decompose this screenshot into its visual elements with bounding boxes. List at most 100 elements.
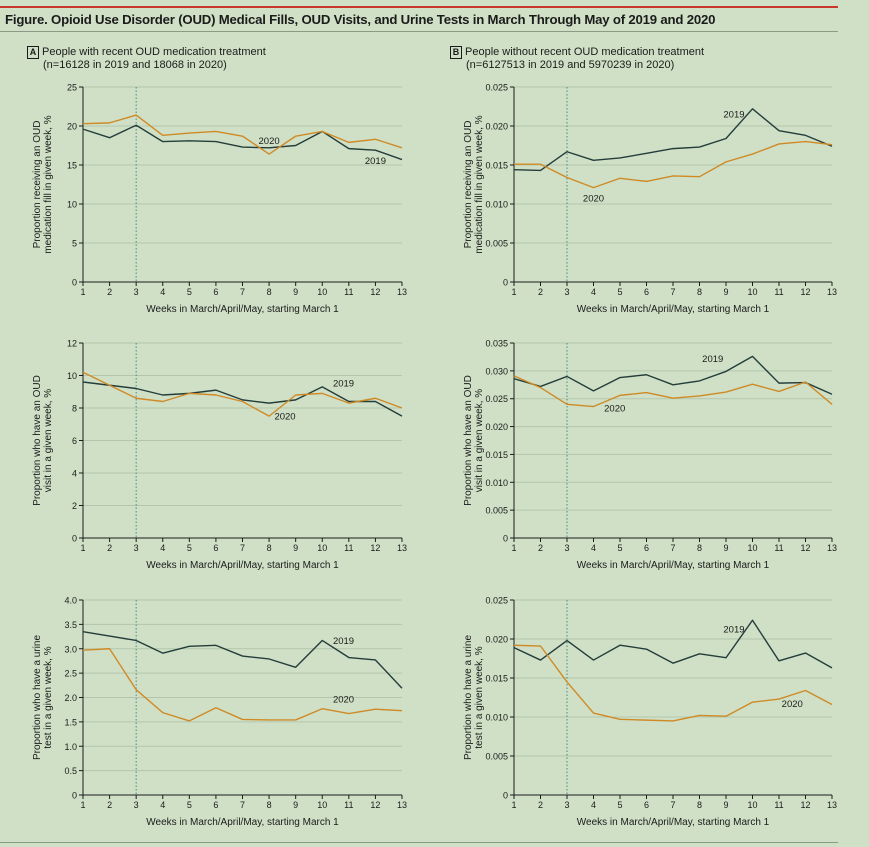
y-tick-label: 1.5: [64, 717, 77, 727]
x-tick-label: 6: [644, 800, 649, 810]
x-tick-label: 11: [774, 543, 783, 553]
y-tick-label: 0: [72, 534, 77, 544]
series-line-2020: [513, 375, 833, 408]
y-tick-label: 4: [72, 469, 77, 479]
series-label-2020: 2020: [583, 194, 604, 205]
x-tick-label: 10: [747, 800, 757, 810]
x-tick-label: 7: [670, 800, 675, 810]
x-tick-label: 5: [617, 800, 622, 810]
x-tick-label: 2: [538, 543, 543, 553]
series-label-2020: 2020: [782, 699, 803, 710]
series-label-2019: 2019: [333, 636, 354, 647]
x-tick-label: 4: [591, 543, 596, 553]
x-tick-label: 7: [240, 543, 245, 553]
y-axis-label: Proportion who have an OUD: [32, 375, 43, 506]
y-tick-label: 0.020: [485, 422, 508, 432]
series-label-2019: 2019: [702, 354, 723, 365]
x-tick-label: 13: [397, 287, 407, 297]
x-tick-label: 8: [697, 543, 702, 553]
x-tick-label: 7: [670, 543, 675, 553]
x-tick-label: 3: [564, 287, 569, 297]
chart-a-row3: 00.51.01.52.02.53.03.54.01 2 3 4 5 6 7 8 9 10 11 12…: [32, 596, 407, 829]
y-tick-label: 0.035: [485, 339, 508, 349]
series-line-2019: [513, 108, 833, 172]
figure-title: Figure. Opioid Use Disorder (OUD) Medica…: [5, 12, 716, 27]
y-tick-label: 0.025: [485, 596, 508, 606]
y-tick-label: 2: [72, 501, 77, 511]
y-axis-label: Proportion who have an OUD: [463, 375, 474, 506]
x-tick-label: 12: [800, 543, 810, 553]
series-line-2019: [513, 619, 833, 669]
x-tick-label: 11: [774, 287, 783, 297]
x-tick-label: 13: [397, 543, 407, 553]
y-tick-label: 4.0: [64, 596, 77, 606]
series-line-2020: [513, 644, 833, 722]
y-tick-label: 0: [503, 791, 508, 801]
series-line-2019: [82, 124, 403, 161]
x-tick-label: 2: [107, 543, 112, 553]
y-tick-label: 10: [67, 371, 77, 381]
x-tick-label: 4: [591, 287, 596, 297]
title-divider: [0, 31, 838, 32]
x-tick-label: 9: [293, 800, 298, 810]
y-tick-label: 8: [72, 404, 77, 414]
y-tick-label: 0: [503, 534, 508, 544]
y-axis-label: test in a given week, %: [474, 646, 485, 748]
x-tick-label: 5: [187, 543, 192, 553]
y-tick-label: 25: [67, 83, 77, 93]
y-tick-label: 0.5: [64, 766, 77, 776]
x-axis-label: Weeks in March/April/May, starting March…: [577, 304, 770, 315]
series-label-2019: 2019: [723, 110, 744, 121]
y-tick-label: 0: [72, 791, 77, 801]
y-tick-label: 0.005: [485, 239, 508, 249]
series-line-2020: [82, 114, 403, 155]
x-tick-label: 9: [723, 543, 728, 553]
y-axis-label: visit in a given week, %: [43, 389, 54, 492]
x-tick-label: 7: [240, 287, 245, 297]
panel-b-badge: B: [450, 46, 462, 59]
series-label-2020: 2020: [274, 411, 295, 422]
series-label-2019: 2019: [723, 624, 744, 635]
y-tick-label: 5: [72, 239, 77, 249]
series-line-2019: [82, 381, 403, 417]
x-axis-label: Weeks in March/April/May, starting March…: [577, 560, 770, 571]
x-tick-label: 9: [293, 543, 298, 553]
series-label-2020: 2020: [333, 695, 354, 706]
x-tick-label: 7: [670, 287, 675, 297]
y-tick-label: 0: [503, 278, 508, 288]
x-tick-label: 13: [397, 800, 407, 810]
series-label-2019: 2019: [365, 156, 386, 167]
x-tick-label: 9: [723, 287, 728, 297]
x-tick-label: 4: [591, 800, 596, 810]
x-axis-label: Weeks in March/April/May, starting March…: [146, 304, 339, 315]
x-tick-label: 1: [511, 800, 516, 810]
x-tick-label: 10: [317, 287, 327, 297]
panel-a-header: A People with recent OUD medication treat…: [27, 46, 266, 71]
y-axis-label: Proportion who have a urine: [32, 635, 43, 761]
y-tick-label: 6: [72, 436, 77, 446]
x-axis-label: Weeks in March/April/May, starting March…: [577, 817, 770, 828]
panel-b-heading: People without recent OUD medication tre…: [465, 46, 705, 58]
y-tick-label: 0.015: [485, 450, 508, 460]
x-tick-label: 1: [80, 287, 85, 297]
y-tick-label: 0.005: [485, 506, 508, 516]
x-tick-label: 3: [134, 287, 139, 297]
x-tick-label: 11: [344, 543, 353, 553]
series-label-2019: 2019: [333, 379, 354, 390]
series-line-2020: [82, 371, 403, 417]
x-tick-label: 4: [160, 543, 165, 553]
bottom-divider: [0, 842, 838, 843]
x-tick-label: 12: [370, 800, 380, 810]
x-tick-label: 5: [617, 543, 622, 553]
x-tick-label: 8: [267, 543, 272, 553]
x-tick-label: 3: [134, 543, 139, 553]
x-tick-label: 13: [827, 287, 837, 297]
y-tick-label: 0.025: [485, 394, 508, 404]
y-tick-label: 0.015: [485, 161, 508, 171]
x-tick-label: 8: [697, 287, 702, 297]
x-tick-label: 1: [80, 543, 85, 553]
